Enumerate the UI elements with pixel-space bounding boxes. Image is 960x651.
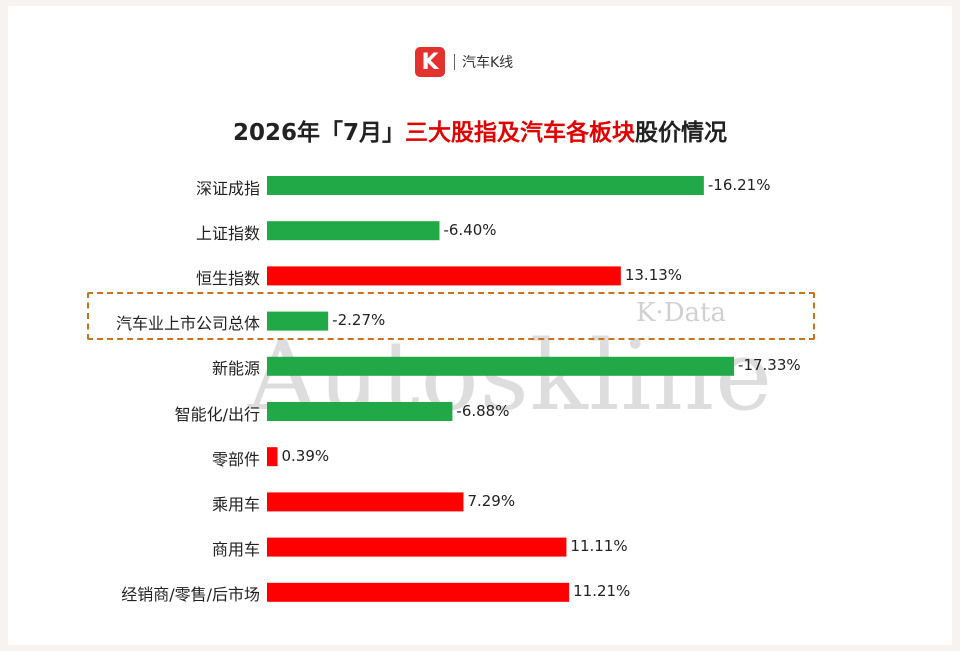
category-label: 智能化/出行 xyxy=(174,404,260,424)
bar-0 xyxy=(267,176,704,195)
category-label: 汽车业上市公司总体 xyxy=(115,314,260,334)
value-label: -17.33% xyxy=(738,356,801,375)
value-label: 7.29% xyxy=(467,491,516,510)
value-label: 0.39% xyxy=(281,446,330,465)
title-suffix: 股价情况 xyxy=(635,120,728,146)
bar-3 xyxy=(267,311,329,331)
category-label: 经销商/零售/后市场 xyxy=(121,585,260,605)
category-label: 零部件 xyxy=(211,449,260,469)
bar-4 xyxy=(267,356,735,376)
brand-logo: K 汽车K线 xyxy=(415,46,513,78)
title-prefix: 2026年「7月」 xyxy=(232,120,406,146)
bar-9 xyxy=(267,582,570,602)
bar-1 xyxy=(267,221,440,241)
bar-8 xyxy=(267,537,567,557)
category-label: 深证成指 xyxy=(195,178,260,198)
value-label: 13.13% xyxy=(624,265,683,284)
chart-title: 2026年「7月」三大股指及汽车各板块股价情况 xyxy=(0,113,960,147)
bar-2 xyxy=(267,266,621,286)
category-label: 商用车 xyxy=(211,540,260,560)
bar-6 xyxy=(267,447,278,467)
value-label: 11.11% xyxy=(570,537,628,556)
logo-divider xyxy=(454,54,455,70)
value-label: 11.21% xyxy=(573,582,631,601)
value-label: -6.40% xyxy=(443,220,497,239)
value-label: -6.88% xyxy=(456,401,510,420)
value-label: -2.27% xyxy=(332,311,386,330)
k-logo-icon: K xyxy=(415,47,445,77)
bar-5 xyxy=(267,402,453,421)
highlight-box xyxy=(87,292,815,340)
category-label: 上证指数 xyxy=(195,223,260,243)
category-label: 新能源 xyxy=(211,359,260,379)
title-highlight: 三大股指及汽车各板块 xyxy=(405,120,636,146)
category-label: 恒生指数 xyxy=(195,268,260,288)
category-label: 乘用车 xyxy=(211,494,260,514)
watermark-kdata: K·Data xyxy=(636,298,726,328)
brand-name: 汽车K线 xyxy=(462,55,514,71)
value-label: -16.21% xyxy=(707,175,771,194)
bar-7 xyxy=(267,492,464,512)
